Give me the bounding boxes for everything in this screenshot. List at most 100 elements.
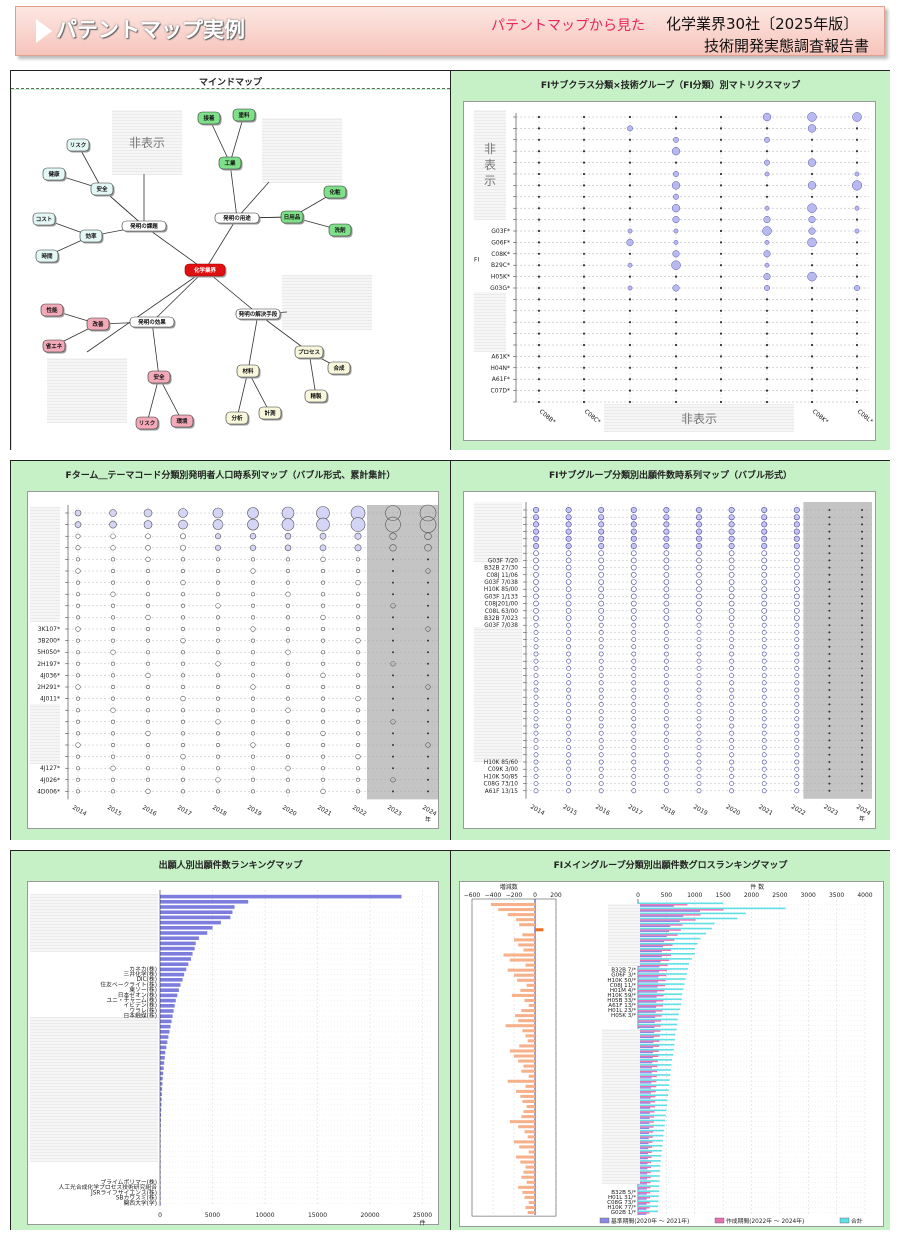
bubble	[663, 586, 670, 592]
matrix-bubble	[762, 226, 772, 236]
bubble	[761, 615, 768, 621]
bubble	[696, 788, 702, 794]
bar-current	[638, 914, 701, 916]
bubble	[392, 558, 394, 561]
bubble	[320, 661, 325, 666]
bar-current	[638, 1080, 657, 1083]
bubble	[109, 520, 117, 529]
bubble	[663, 687, 669, 693]
bar-base	[638, 1062, 653, 1064]
mindmap-node-label: 発明の解決手段	[239, 310, 278, 318]
bubble	[389, 532, 397, 540]
x-tick-label: 2015	[562, 803, 579, 817]
bubble	[533, 658, 539, 664]
bubble	[696, 528, 703, 535]
mindmap-edges: 化学業界発明の課題発明の用途発明の効果発明の解決手段リスク健康安全コスト効率時間…	[32, 108, 353, 431]
matrix-bubble	[764, 171, 770, 177]
bar-current	[638, 974, 667, 977]
delta-bar	[523, 948, 535, 952]
applicant-bar	[160, 1092, 162, 1096]
bar-current	[638, 984, 665, 987]
bubble	[145, 614, 151, 620]
bubble	[598, 622, 604, 628]
mindmap-node-label: 材料	[242, 367, 254, 375]
bubble	[566, 644, 571, 650]
fimain-label: A61F 13/*	[608, 1003, 636, 1009]
delta-bar	[509, 958, 535, 962]
matrix-bubble	[810, 195, 814, 198]
bubble	[696, 608, 702, 614]
bubble	[729, 766, 734, 772]
bubble	[285, 777, 290, 782]
x-tick-label: 25000	[413, 1212, 432, 1219]
mindmap-node	[328, 223, 352, 237]
bubble	[109, 509, 117, 517]
bubble	[861, 602, 863, 605]
x-tick-label: 1500	[715, 892, 730, 899]
applicant-bar	[160, 1123, 161, 1128]
bubble	[794, 788, 800, 794]
bubble	[696, 658, 702, 664]
bar-current	[638, 1096, 656, 1098]
hidden-block	[474, 627, 522, 762]
bubble	[249, 544, 257, 551]
mindmap-node-label: 計測	[264, 409, 276, 417]
fisub-y-label: A61F 13/15	[485, 789, 519, 795]
bubble	[181, 719, 186, 724]
mindmap-node	[327, 361, 351, 375]
fterm-y-label: 3B200*	[38, 638, 60, 645]
matrix-bubble	[852, 112, 862, 122]
bar-current	[638, 1212, 650, 1214]
mindmap-edge	[247, 313, 259, 372]
delta-bar	[522, 1029, 535, 1033]
bubble	[319, 532, 327, 540]
bar-current	[638, 1005, 664, 1007]
matrix-bubble	[855, 218, 859, 221]
bubble	[181, 557, 186, 562]
bubble	[861, 573, 863, 576]
bubble	[828, 689, 831, 691]
bubble	[425, 626, 431, 632]
bubble	[75, 742, 81, 748]
bubble	[427, 720, 429, 723]
matrix-bubble	[810, 366, 814, 369]
bubble	[320, 708, 325, 713]
bubble	[793, 593, 800, 600]
bubble	[861, 696, 863, 699]
matrix-bubble	[628, 378, 632, 381]
bar-base	[638, 1036, 654, 1039]
bubble	[861, 753, 863, 756]
applicant-bar	[160, 983, 181, 987]
bubble	[729, 737, 734, 743]
bubble	[565, 579, 572, 585]
bubble	[793, 528, 800, 535]
bubble	[285, 789, 290, 794]
applicant-name: プライムポリマー(株)	[100, 1178, 157, 1186]
hidden-block	[608, 904, 640, 966]
delta-bar	[523, 1064, 535, 1068]
bubble	[761, 716, 767, 722]
fimain-label: C08G 73/*	[607, 1200, 636, 1206]
bar-base	[638, 1041, 654, 1044]
bubble	[181, 603, 186, 608]
bar-total	[638, 1008, 680, 1011]
right-axis-unit: 件 数	[750, 883, 764, 891]
applicant-bar	[160, 1014, 173, 1018]
bubble	[533, 694, 539, 700]
bubble	[533, 514, 540, 521]
delta-bar	[519, 1145, 535, 1149]
bar-total	[638, 1054, 674, 1056]
bubble	[247, 507, 259, 519]
mindmap-node	[225, 411, 249, 425]
bar-total	[638, 1165, 661, 1167]
bar-total	[638, 1200, 659, 1203]
bubble	[828, 588, 831, 591]
mindmap-node	[197, 111, 221, 125]
bubble	[216, 766, 221, 771]
bubble	[565, 608, 572, 614]
x-tick-label: 2018	[211, 804, 228, 818]
delta-bar	[514, 1140, 535, 1144]
bubble	[663, 579, 670, 585]
fterm-y-label: 4D006*	[37, 788, 60, 795]
bubble	[630, 507, 637, 514]
